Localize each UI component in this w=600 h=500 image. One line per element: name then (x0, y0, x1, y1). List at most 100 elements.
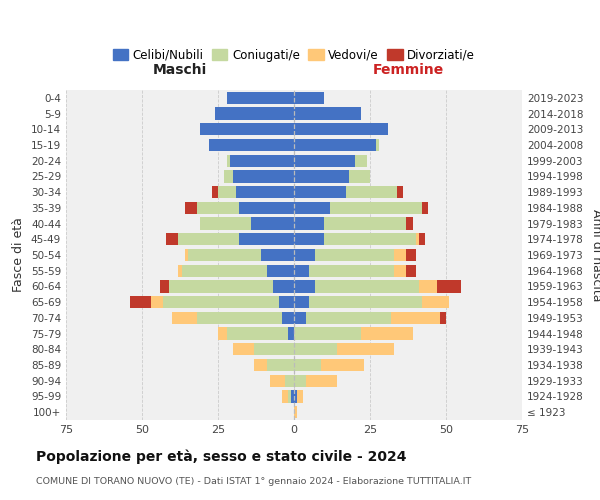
Bar (294, 406, 297, 418)
Bar (254, 343, 294, 355)
Bar (406, 249, 416, 261)
Bar (294, 359, 322, 371)
Bar (294, 296, 309, 308)
Bar (130, 296, 151, 308)
Bar (209, 139, 294, 151)
Bar (406, 218, 413, 230)
Bar (236, 186, 294, 198)
Text: Maschi: Maschi (153, 63, 207, 77)
Bar (178, 264, 182, 277)
Bar (294, 139, 376, 151)
Bar (294, 154, 355, 167)
Bar (269, 374, 285, 387)
Y-axis label: Anni di nascita: Anni di nascita (590, 209, 600, 301)
Bar (282, 312, 294, 324)
Bar (294, 170, 349, 182)
Bar (294, 218, 325, 230)
Bar (233, 170, 294, 182)
Bar (416, 233, 419, 245)
Bar (182, 264, 266, 277)
Bar (212, 186, 218, 198)
Text: Popolazione per età, sesso e stato civile - 2024: Popolazione per età, sesso e stato civil… (36, 450, 407, 464)
Bar (288, 328, 294, 340)
Bar (273, 280, 294, 292)
Bar (197, 312, 282, 324)
Bar (325, 233, 416, 245)
Bar (282, 390, 288, 402)
Bar (230, 154, 294, 167)
Bar (239, 202, 294, 214)
Bar (322, 359, 364, 371)
Bar (185, 249, 188, 261)
Bar (294, 312, 306, 324)
Bar (394, 249, 406, 261)
Bar (224, 170, 233, 182)
Bar (200, 218, 251, 230)
Bar (279, 296, 294, 308)
Bar (406, 264, 416, 277)
Bar (233, 343, 254, 355)
Bar (215, 108, 294, 120)
Y-axis label: Fasce di età: Fasce di età (13, 218, 25, 292)
Bar (419, 233, 425, 245)
Bar (294, 186, 346, 198)
Bar (397, 186, 403, 198)
Bar (285, 374, 294, 387)
Bar (266, 359, 294, 371)
Bar (251, 218, 294, 230)
Bar (200, 123, 294, 136)
Bar (309, 264, 394, 277)
Bar (294, 280, 315, 292)
Bar (294, 374, 306, 387)
Bar (172, 312, 197, 324)
Bar (239, 233, 294, 245)
Bar (218, 186, 236, 198)
Bar (178, 233, 239, 245)
Bar (294, 123, 388, 136)
Bar (376, 139, 379, 151)
Bar (422, 202, 428, 214)
Bar (291, 390, 294, 402)
Bar (227, 328, 288, 340)
Bar (288, 390, 291, 402)
Bar (437, 280, 461, 292)
Bar (349, 170, 370, 182)
Bar (218, 328, 227, 340)
Text: COMUNE DI TORANO NUOVO (TE) - Dati ISTAT 1° gennaio 2024 - Elaborazione TUTTITAL: COMUNE DI TORANO NUOVO (TE) - Dati ISTAT… (36, 478, 471, 486)
Bar (315, 249, 394, 261)
Legend: Celibi/Nubili, Coniugati/e, Vedovi/e, Divorziati/e: Celibi/Nubili, Coniugati/e, Vedovi/e, Di… (110, 46, 478, 64)
Bar (294, 249, 315, 261)
Bar (197, 202, 239, 214)
Bar (166, 233, 178, 245)
Bar (294, 202, 331, 214)
Bar (309, 296, 422, 308)
Bar (160, 280, 169, 292)
Bar (188, 249, 260, 261)
Bar (169, 280, 273, 292)
Bar (294, 108, 361, 120)
Bar (346, 186, 397, 198)
Bar (361, 328, 413, 340)
Bar (294, 328, 361, 340)
Bar (331, 202, 422, 214)
Bar (355, 154, 367, 167)
Bar (294, 264, 309, 277)
Bar (294, 390, 297, 402)
Bar (294, 233, 325, 245)
Bar (260, 249, 294, 261)
Bar (227, 154, 230, 167)
Bar (440, 312, 446, 324)
Bar (325, 218, 406, 230)
Bar (185, 202, 197, 214)
Bar (266, 264, 294, 277)
Bar (419, 280, 437, 292)
Bar (306, 374, 337, 387)
Bar (337, 343, 394, 355)
Bar (306, 312, 391, 324)
Bar (391, 312, 440, 324)
Bar (315, 280, 419, 292)
Bar (294, 92, 325, 104)
Bar (422, 296, 449, 308)
Text: Femmine: Femmine (373, 63, 443, 77)
Bar (254, 359, 266, 371)
